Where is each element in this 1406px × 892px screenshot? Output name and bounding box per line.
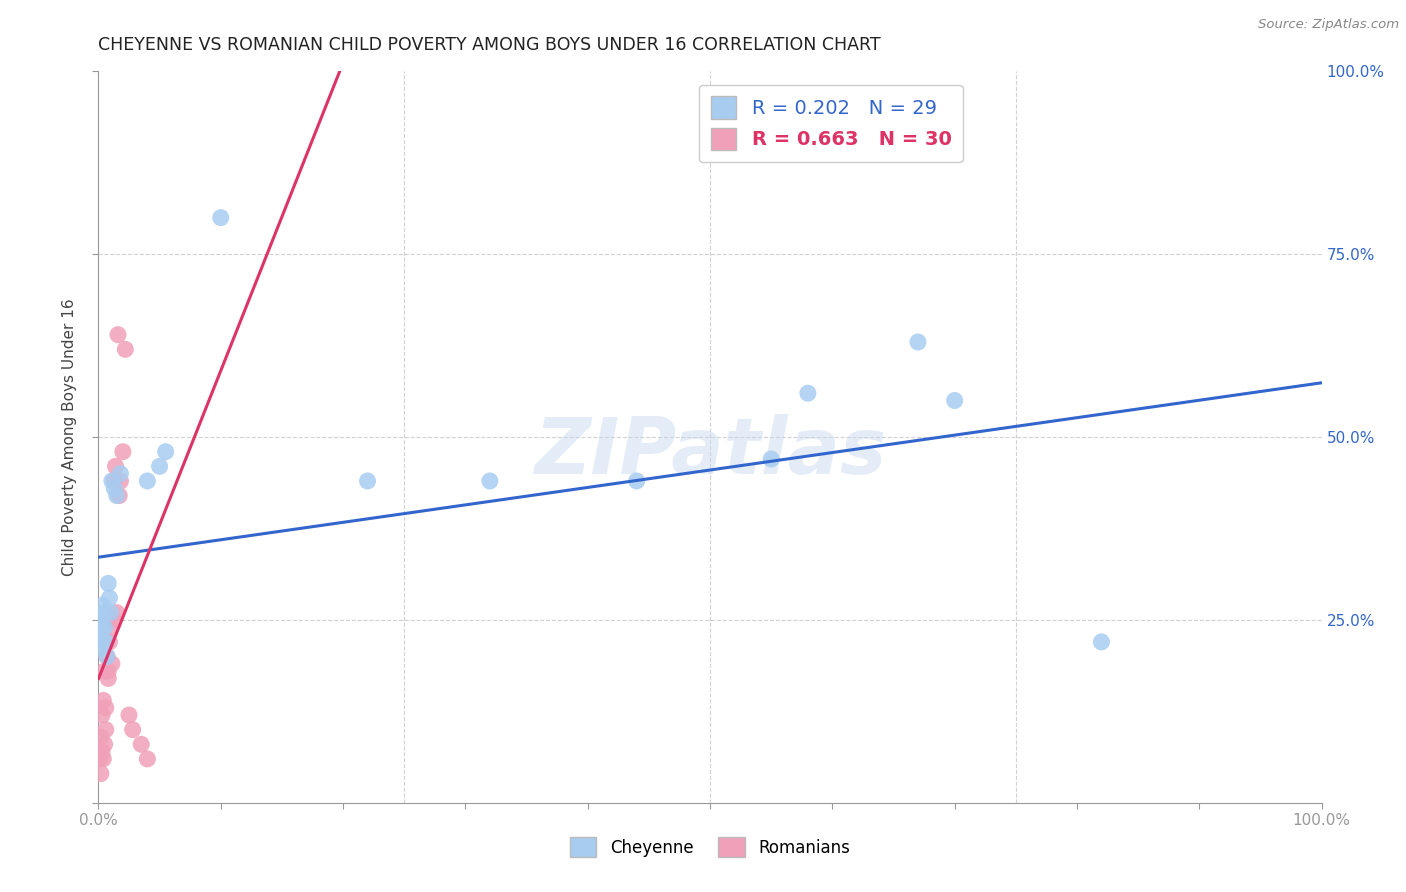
Point: [209, 211, 232, 225]
Point: [797, 386, 820, 401]
Legend: Cheyenne, Romanians: Cheyenne, Romanians: [564, 830, 856, 864]
Point: [97, 672, 120, 686]
Text: ZIPatlas: ZIPatlas: [534, 414, 886, 490]
Point: [91, 693, 114, 707]
Point: [89, 752, 111, 766]
Point: [155, 444, 177, 458]
Point: [136, 474, 159, 488]
Point: [129, 737, 152, 751]
Point: [91, 599, 114, 613]
Point: [91, 620, 114, 634]
Point: [110, 467, 132, 481]
Point: [90, 730, 112, 744]
Point: [626, 474, 648, 488]
Point: [89, 613, 111, 627]
Point: [97, 664, 120, 678]
Point: [96, 649, 118, 664]
Point: [111, 444, 134, 458]
Point: [90, 766, 112, 780]
Point: [110, 474, 132, 488]
Point: [101, 657, 124, 671]
Point: [91, 752, 114, 766]
Point: [90, 635, 112, 649]
Point: [105, 489, 128, 503]
Point: [136, 752, 159, 766]
Point: [101, 613, 124, 627]
Point: [107, 327, 129, 342]
Point: [118, 708, 141, 723]
Point: [101, 474, 124, 488]
Point: [98, 635, 121, 649]
Point: [93, 664, 115, 678]
Point: [91, 708, 114, 723]
Point: [94, 635, 117, 649]
Point: [93, 737, 115, 751]
Point: [356, 474, 378, 488]
Point: [91, 745, 114, 759]
Point: [103, 481, 125, 495]
Point: [100, 620, 122, 634]
Y-axis label: Child Poverty Among Boys Under 16: Child Poverty Among Boys Under 16: [62, 298, 77, 576]
Point: [103, 474, 125, 488]
Point: [907, 334, 929, 349]
Point: [94, 723, 117, 737]
Point: [114, 343, 136, 357]
Point: [943, 393, 966, 408]
Point: [98, 591, 121, 605]
Point: [90, 627, 112, 641]
Point: [104, 459, 127, 474]
Point: [100, 606, 122, 620]
Point: [93, 620, 115, 634]
Point: [761, 452, 783, 467]
Point: [1090, 635, 1112, 649]
Text: Source: ZipAtlas.com: Source: ZipAtlas.com: [1258, 18, 1399, 31]
Point: [149, 459, 172, 474]
Text: CHEYENNE VS ROMANIAN CHILD POVERTY AMONG BOYS UNDER 16 CORRELATION CHART: CHEYENNE VS ROMANIAN CHILD POVERTY AMONG…: [98, 36, 882, 54]
Point: [96, 649, 118, 664]
Point: [121, 723, 143, 737]
Point: [94, 700, 117, 714]
Point: [478, 474, 501, 488]
Point: [105, 606, 128, 620]
Point: [93, 606, 115, 620]
Point: [97, 576, 120, 591]
Point: [108, 489, 131, 503]
Point: [91, 642, 114, 657]
